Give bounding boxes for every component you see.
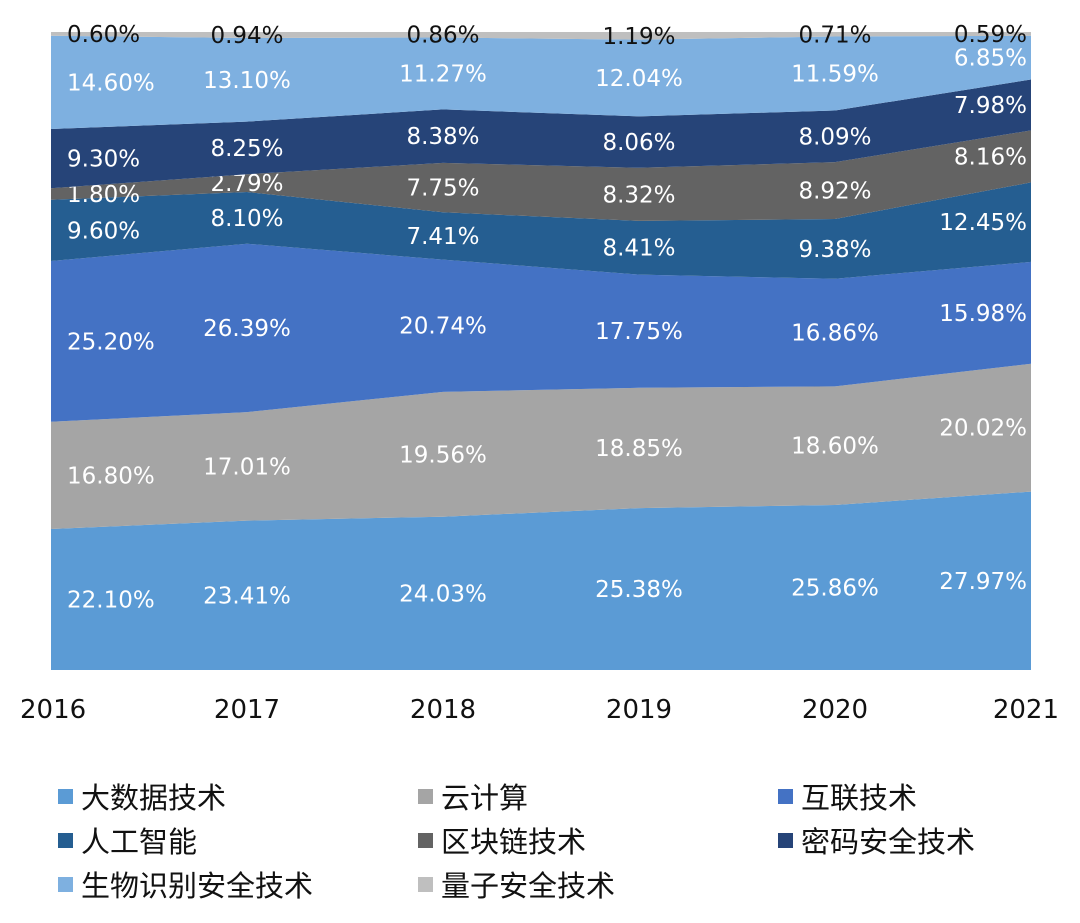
area-series-3 (51, 182, 1031, 279)
legend-item: 云计算 (418, 776, 528, 816)
legend-item: 区块链技术 (418, 820, 586, 860)
data-label: 8.41% (602, 236, 675, 262)
data-label: 25.20% (67, 329, 155, 355)
area-series-5 (51, 79, 1031, 189)
legend-label: 密码安全技术 (801, 825, 976, 859)
data-label: 8.32% (602, 182, 675, 208)
data-label: 23.41% (203, 583, 291, 609)
data-label: 0.59% (954, 22, 1027, 48)
data-label: 12.04% (595, 66, 683, 92)
legend-label: 互联技术 (801, 781, 918, 815)
data-label: 8.06% (602, 130, 675, 156)
data-label: 9.30% (67, 147, 140, 173)
legend-item: 互联技术 (778, 776, 917, 816)
data-label: 12.45% (939, 210, 1027, 236)
data-label: 18.60% (791, 434, 879, 460)
area-series-4 (51, 130, 1031, 221)
data-label: 8.09% (798, 124, 871, 150)
data-label: 20.74% (399, 314, 487, 340)
data-label: 0.94% (210, 23, 283, 49)
data-label: 11.59% (791, 62, 879, 88)
data-label: 7.75% (406, 176, 479, 202)
data-label: 22.10% (67, 588, 155, 614)
area-series-0 (51, 491, 1031, 670)
data-label: 9.38% (798, 237, 871, 263)
data-label: 8.10% (210, 206, 283, 232)
data-label: 0.60% (67, 22, 140, 48)
legend-item: 量子安全技术 (418, 864, 615, 904)
stacked-area-chart: 22.10% 23.41% 24.03% 25.38% 25.86% 27.97% 16.8… (20, 22, 1059, 725)
area-series-7 (51, 32, 1031, 40)
data-label: 16.86% (791, 321, 879, 347)
data-label: 8.92% (798, 179, 871, 205)
data-label: 24.03% (399, 581, 487, 607)
data-label: 9.60% (67, 218, 140, 244)
data-label: 17.75% (595, 319, 683, 345)
area-series-6 (51, 35, 1031, 129)
legend-label: 量子安全技术 (441, 869, 616, 903)
legend-item: 生物识别安全技术 (58, 864, 313, 904)
data-label: 7.41% (406, 224, 479, 250)
data-label: 6.85% (954, 46, 1027, 72)
legend-swatch (418, 788, 433, 804)
legend-label: 大数据技术 (81, 781, 227, 815)
data-label: 8.25% (210, 136, 283, 162)
x-tick-label: 2017 (214, 695, 280, 725)
legend-item: 人工智能 (58, 820, 197, 860)
data-label: 15.98% (939, 301, 1027, 327)
legend-swatch (58, 788, 73, 804)
data-label: 27.97% (939, 569, 1027, 595)
x-tick-label: 2020 (802, 695, 868, 725)
legend-label: 人工智能 (81, 825, 198, 859)
x-tick-label: 2019 (606, 695, 672, 725)
data-label: 11.27% (399, 61, 487, 87)
data-label: 16.80% (67, 463, 155, 489)
legend-item: 大数据技术 (58, 776, 226, 816)
data-label: 17.01% (203, 454, 291, 480)
chart-legend: 大数据技术 云计算 互联技术人工智能 区块链技术 密码安全技术生物识别安全技术 量子安全技… (0, 770, 1080, 920)
x-tick-label: 2018 (410, 695, 476, 725)
area-series-2 (51, 243, 1031, 422)
legend-swatch (58, 876, 73, 892)
legend-item: 密码安全技术 (778, 820, 975, 860)
data-label: 0.86% (406, 23, 479, 49)
legend-swatch (58, 832, 73, 848)
x-tick-label: 2021 (993, 695, 1059, 725)
data-label: 1.19% (602, 24, 675, 50)
data-label: 8.16% (954, 144, 1027, 170)
x-tick-label: 2016 (20, 695, 86, 725)
data-label: 19.56% (399, 442, 487, 468)
data-label: 18.85% (595, 436, 683, 462)
data-label: 1.80% (67, 182, 140, 208)
data-label: 25.38% (595, 577, 683, 603)
data-label: 0.71% (798, 22, 871, 48)
data-label: 20.02% (939, 416, 1027, 442)
legend-label: 云计算 (441, 781, 529, 815)
data-label: 8.38% (406, 124, 479, 150)
area-series-1 (51, 363, 1031, 529)
legend-swatch (418, 876, 433, 892)
legend-swatch (418, 832, 433, 848)
data-label: 14.60% (67, 70, 155, 96)
legend-label: 生物识别安全技术 (81, 869, 314, 903)
legend-label: 区块链技术 (441, 825, 587, 859)
data-label: 13.10% (203, 68, 291, 94)
legend-swatch (778, 832, 793, 848)
data-label: 25.86% (791, 576, 879, 602)
legend-swatch (778, 788, 793, 804)
data-label: 7.98% (954, 93, 1027, 119)
data-label: 26.39% (203, 316, 291, 342)
